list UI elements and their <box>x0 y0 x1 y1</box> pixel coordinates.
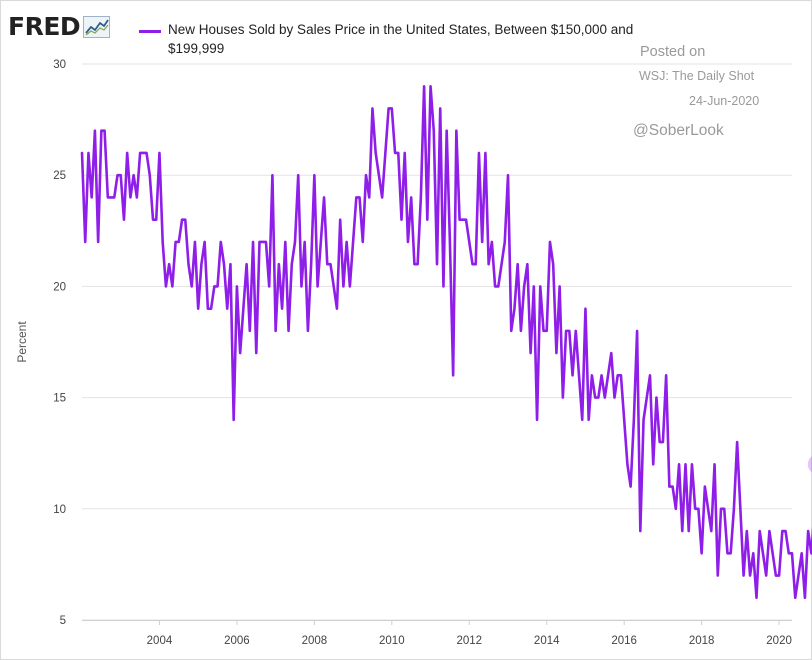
y-tick-label: 25 <box>53 170 66 182</box>
logo-text: FRED <box>8 12 81 41</box>
series-group <box>80 84 812 600</box>
watermark-date: 24-Jun-2020 <box>689 94 760 108</box>
y-tick-label: 20 <box>53 281 66 293</box>
x-tick-label: 2018 <box>689 635 715 647</box>
legend-label[interactable]: New Houses Sold by Sales Price in the Un… <box>168 22 634 56</box>
series-line[interactable] <box>80 84 812 600</box>
y-axis-ticks: 5 10 15 20 25 30 <box>53 59 66 627</box>
last-point-halo <box>807 456 812 473</box>
watermark-handle: @SoberLook <box>633 122 724 139</box>
y-tick-label: 15 <box>53 393 66 405</box>
x-tick-label: 2016 <box>611 635 637 647</box>
x-tick-label: 2006 <box>224 635 250 647</box>
watermark-posted-on: Posted on <box>640 44 706 60</box>
trend-line-icon <box>83 15 111 38</box>
x-axis-ticks: 2004 2006 2008 2010 2012 2014 2016 2018 2020 <box>147 620 792 647</box>
x-tick-label: 2004 <box>147 635 173 647</box>
x-tick-label: 2014 <box>534 635 560 647</box>
x-tick-label: 2012 <box>456 635 482 647</box>
fred-logo[interactable]: FRED <box>8 12 111 41</box>
x-tick-label: 2008 <box>302 635 328 647</box>
x-tick-label: 2010 <box>379 635 405 647</box>
x-tick-label: 2020 <box>766 635 792 647</box>
legend-swatch <box>139 30 161 33</box>
y-tick-label: 10 <box>53 504 66 516</box>
y-axis-title: Percent <box>15 321 29 363</box>
y-tick-label: 30 <box>53 59 66 71</box>
gridlines <box>82 63 792 621</box>
watermark-source: WSJ: The Daily Shot <box>639 69 755 83</box>
y-tick-label: 5 <box>60 615 66 627</box>
